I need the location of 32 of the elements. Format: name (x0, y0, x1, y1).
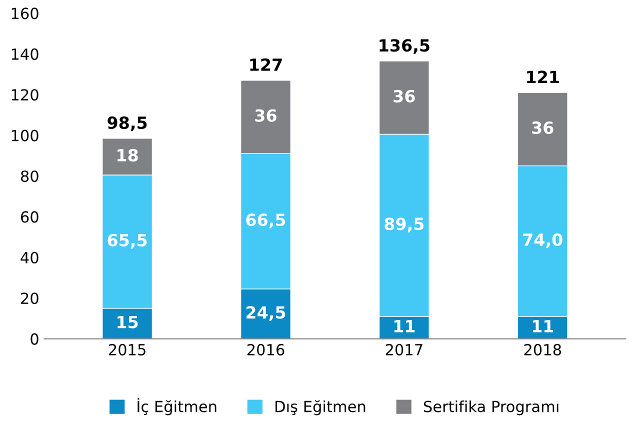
total-label: 136,5 (380, 39, 430, 54)
legend-label: Dış Eğitmen (276, 400, 366, 416)
data-label: 18 (118, 148, 138, 162)
x-tick-label: 2017 (386, 344, 422, 356)
y-tick-label: 140 (12, 48, 38, 60)
x-tick-label: 2016 (247, 344, 284, 356)
y-tick-label: 80 (20, 170, 38, 182)
legend-label: Sertifika Programı (424, 400, 558, 416)
x-tick-label: 2018 (524, 344, 562, 356)
total-label: 121 (527, 70, 559, 83)
y-tick-label: 0 (30, 333, 38, 345)
legend-label: İç Eğitmen (138, 398, 216, 416)
data-label: 24,5 (246, 306, 286, 321)
data-label: 36 (394, 90, 415, 102)
data-label: 74,0 (523, 233, 562, 248)
x-tick-label: 2015 (108, 344, 146, 356)
y-tick-label: 160 (12, 8, 38, 20)
y-tick-label: 100 (12, 130, 38, 142)
y-tick-label: 20 (21, 292, 38, 304)
data-label: 11 (532, 320, 554, 332)
data-label: 66,5 (246, 214, 286, 228)
y-tick-label: 120 (12, 89, 38, 101)
data-label: 11 (394, 320, 415, 332)
data-label: 65,5 (108, 234, 147, 249)
total-label: 127 (250, 58, 282, 71)
data-label: 15 (118, 316, 138, 328)
y-tick-label: 40 (20, 252, 38, 264)
y-tick-label: 60 (21, 211, 38, 223)
data-label: 36 (255, 109, 276, 122)
data-label: 89,5 (384, 218, 424, 232)
total-label: 98,5 (108, 116, 147, 132)
data-label: 36 (532, 121, 554, 134)
